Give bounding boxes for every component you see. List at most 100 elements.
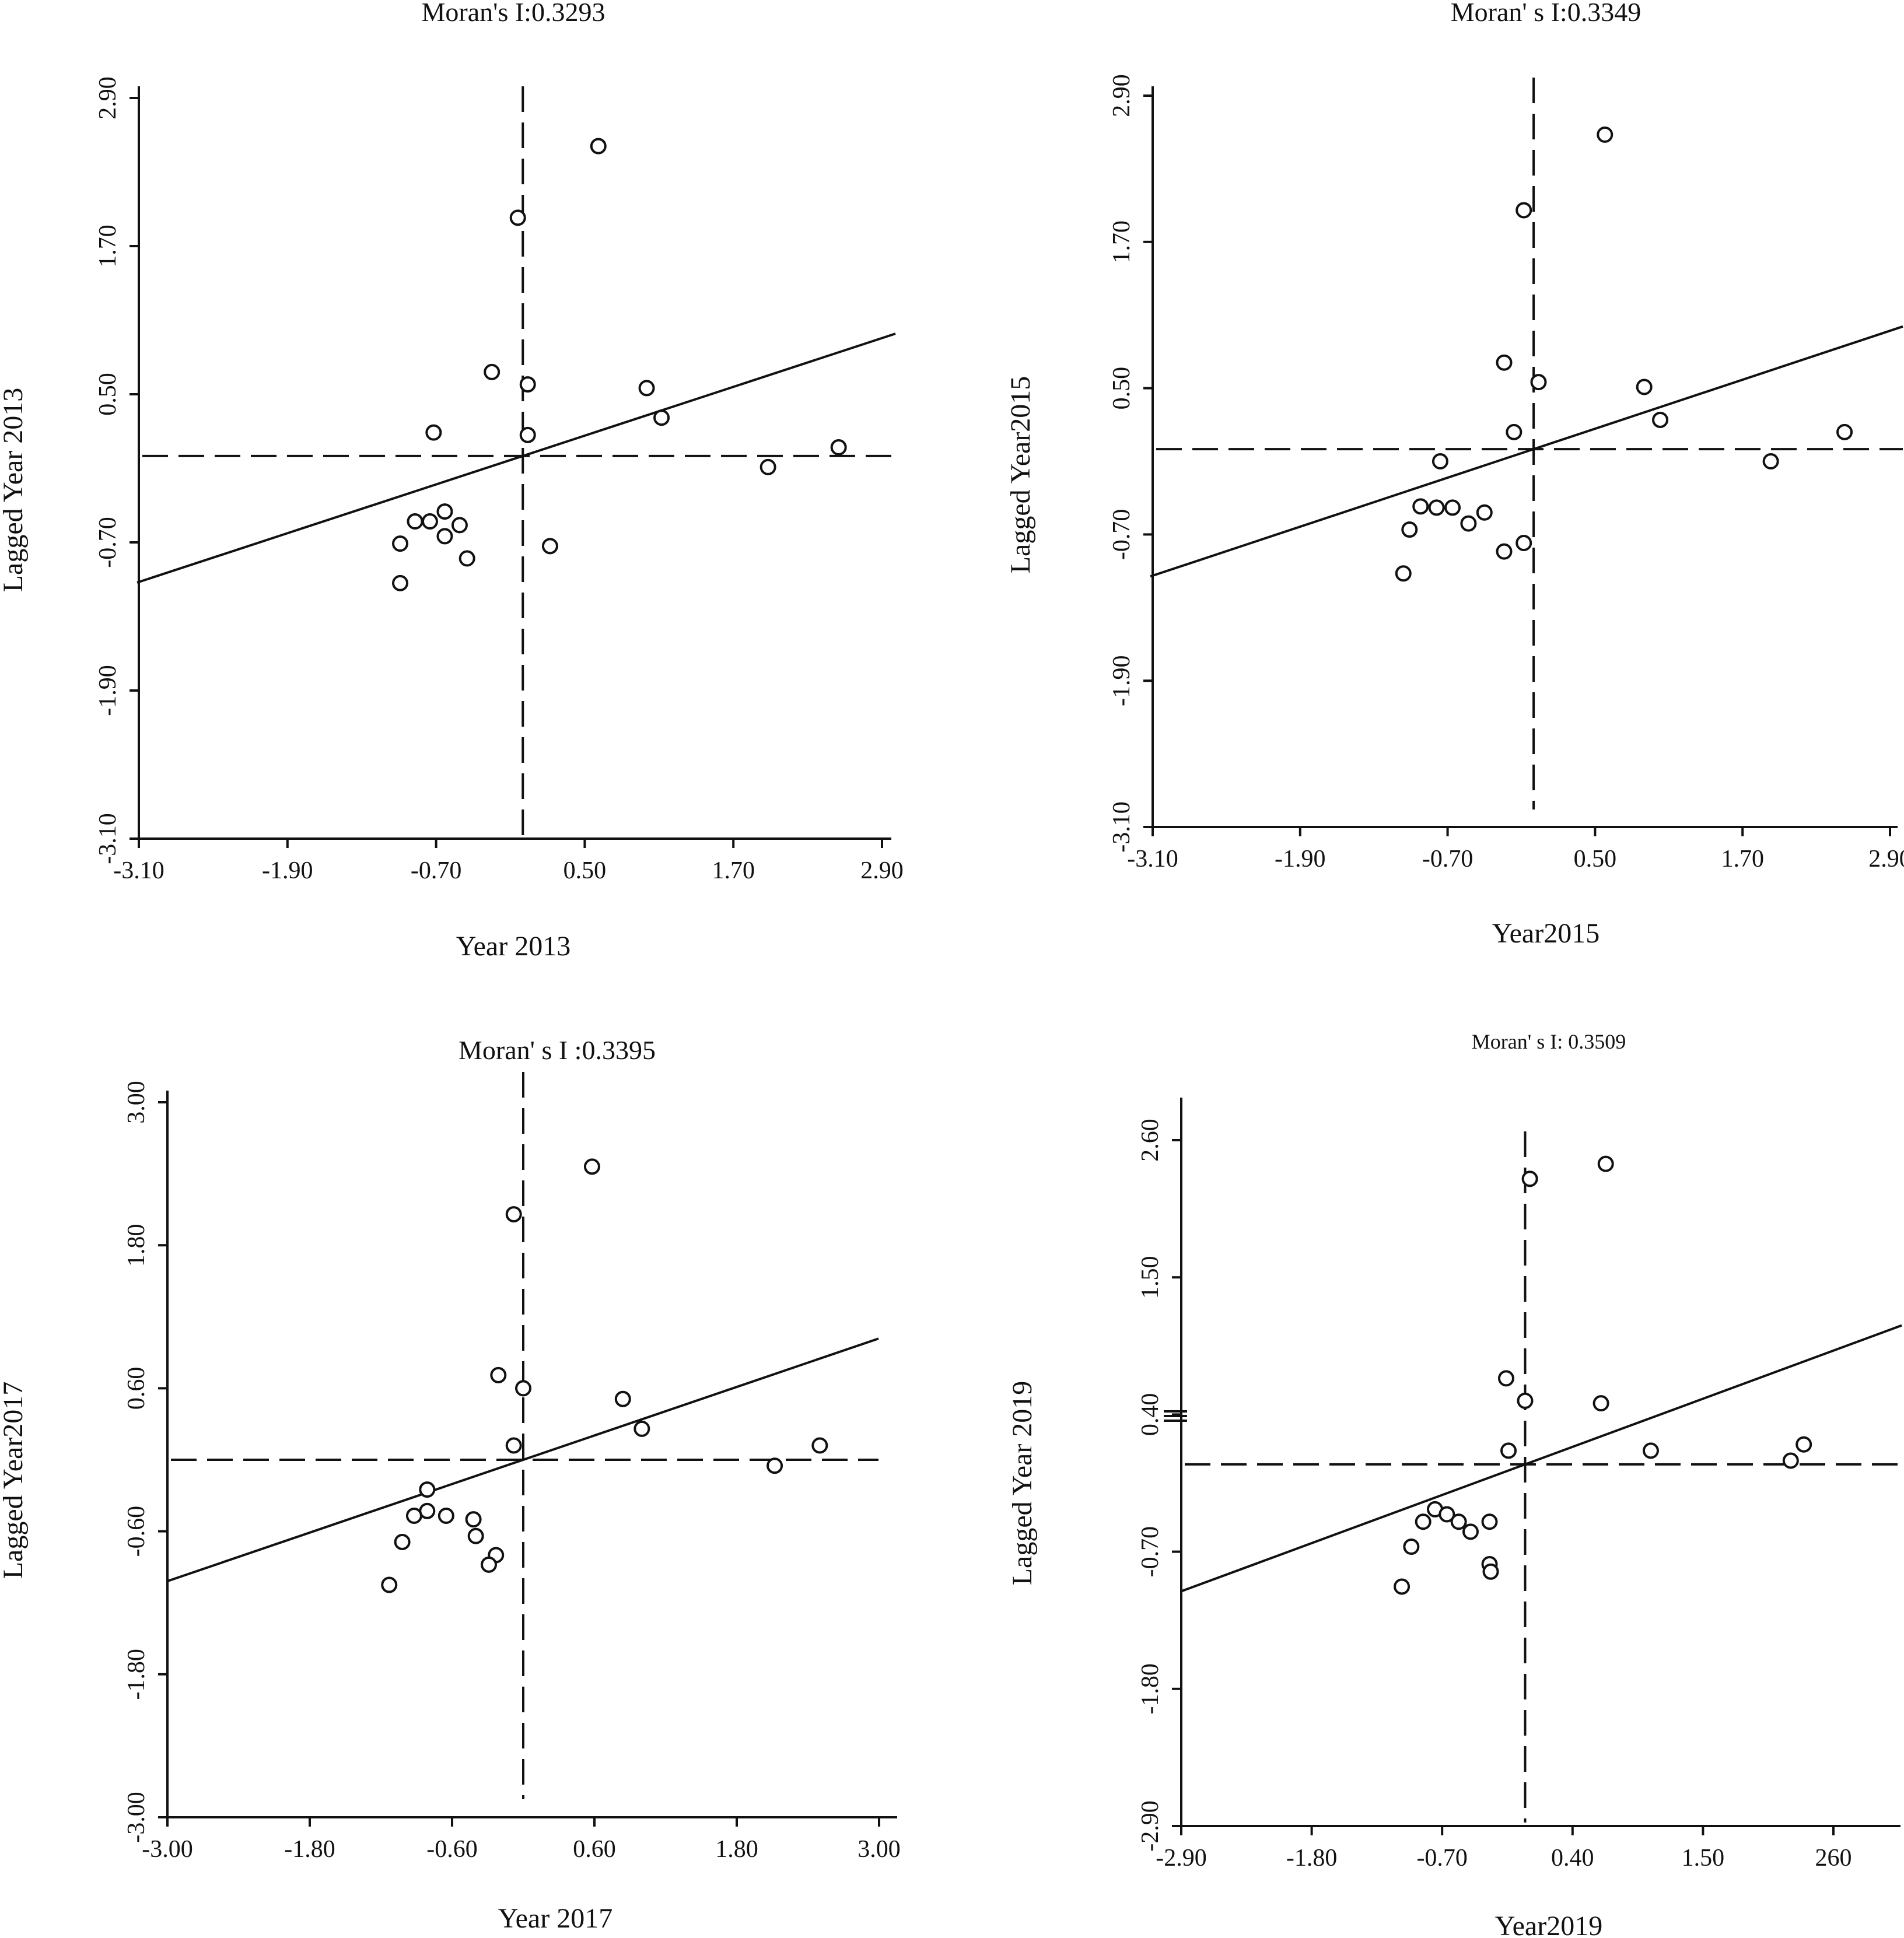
regression-line (1181, 1324, 1902, 1593)
data-point (1516, 535, 1532, 552)
x-tick-label: -3.10 (113, 857, 164, 884)
data-point (1401, 521, 1418, 538)
x-tick-label: 1.50 (1682, 1845, 1725, 1872)
data-point (438, 1508, 454, 1525)
data-point (1506, 423, 1522, 440)
x-tick-label: -2.90 (1156, 1845, 1207, 1872)
data-point (1592, 1395, 1609, 1412)
data-point (1415, 1513, 1432, 1530)
x-tick-label: 260 (1815, 1845, 1852, 1872)
data-point (1412, 498, 1429, 515)
data-point (1482, 1563, 1499, 1580)
data-point (634, 1420, 650, 1437)
data-point (1481, 1513, 1498, 1530)
x-tick-label: -0.70 (1422, 846, 1474, 872)
data-point (1395, 565, 1412, 582)
x-tick-label: -0.70 (1416, 1845, 1468, 1872)
y-tick-label: 0.60 (123, 1367, 150, 1410)
y-tick-label: -0.70 (1137, 1526, 1164, 1578)
data-point (1444, 499, 1461, 516)
data-point (590, 138, 607, 155)
x-axis-title: Year2015 (1492, 918, 1600, 949)
regression-line (1150, 325, 1903, 578)
data-point (1496, 354, 1513, 371)
data-point (1597, 1155, 1614, 1172)
data-point (436, 528, 453, 545)
data-point (1450, 1513, 1467, 1530)
x-tick-label: 2.90 (1868, 846, 1904, 872)
x-tick-label: -0.70 (411, 857, 462, 884)
x-tick-label: 1.70 (1721, 846, 1764, 872)
data-point (419, 1481, 436, 1498)
y-tick-label: -0.60 (123, 1506, 150, 1557)
data-point (392, 535, 409, 552)
y-tick-label: 0.50 (94, 373, 121, 416)
y-tick-label: -3.00 (123, 1792, 150, 1843)
y-tick-label: 2.90 (94, 76, 121, 120)
y-tick-label: -1.90 (94, 665, 121, 716)
x-tick-label: -1.90 (1275, 846, 1326, 872)
x-tick-label: -0.60 (426, 1836, 478, 1863)
data-point (421, 513, 438, 530)
data-point (505, 1206, 522, 1223)
y-tick-label: 2.60 (1137, 1119, 1164, 1162)
data-point (509, 209, 526, 226)
scatter-panel-2019: Moran' s I: 0.3509 Year2019 Lagged Year … (1007, 1030, 1902, 1938)
data-point (1517, 1392, 1534, 1409)
data-point (484, 363, 501, 380)
data-point (766, 1457, 783, 1474)
data-point (830, 439, 847, 456)
chart-title: Moran's I:0.3293 (422, 0, 606, 27)
x-tick-label: -1.80 (284, 1836, 335, 1863)
data-point (465, 1511, 482, 1528)
scatter-panel-2015: Moran' s I:0.3349 Year2015 Lagged Year20… (1005, 0, 1904, 949)
data-point (1762, 453, 1779, 469)
data-point (1496, 543, 1513, 560)
data-point (467, 1527, 484, 1544)
data-point (1438, 1506, 1455, 1523)
data-point (519, 426, 536, 443)
data-point (1521, 1170, 1538, 1187)
scatter-panel-2013: Moran's I:0.3293 Year 2013 Lagged Year 2… (0, 0, 904, 962)
y-tick-label: -2.90 (1137, 1800, 1164, 1852)
data-point (1500, 1442, 1517, 1459)
data-point (394, 1533, 411, 1550)
data-point (515, 1380, 531, 1397)
y-tick-label: 1.50 (1137, 1256, 1164, 1299)
data-point (614, 1390, 631, 1407)
x-tick-label: -1.90 (262, 857, 313, 884)
regression-line (136, 332, 896, 584)
data-point (1476, 504, 1493, 521)
y-tick-label: 0.40 (1137, 1393, 1164, 1436)
data-point (425, 424, 442, 441)
data-point (481, 1556, 498, 1573)
y-tick-label: 1.80 (123, 1224, 150, 1267)
data-point (1432, 453, 1448, 469)
x-tick-label: 0.60 (573, 1836, 616, 1863)
regression-line (167, 1337, 879, 1583)
x-tick-label: 0.40 (1551, 1845, 1594, 1872)
x-axis-title: Year 2013 (456, 931, 570, 962)
y-tick-label: -1.90 (1108, 655, 1135, 706)
data-point (1836, 423, 1853, 440)
x-tick-label: -1.80 (1286, 1845, 1338, 1872)
x-tick-label: 3.00 (858, 1836, 901, 1863)
y-tick-label: 0.50 (1108, 367, 1135, 410)
scatter-panel-2017: Moran' s I :0.3395 Year 2017 Lagged Year… (0, 1035, 901, 1934)
data-point (1642, 1442, 1659, 1459)
y-tick-label: 1.70 (1108, 220, 1135, 264)
data-point (1782, 1452, 1799, 1469)
x-tick-label: 1.70 (712, 857, 755, 884)
data-point (1403, 1539, 1420, 1555)
x-tick-label: 0.50 (1574, 846, 1617, 872)
data-point (1428, 499, 1445, 516)
data-point (490, 1366, 507, 1383)
y-tick-label: -1.80 (123, 1649, 150, 1700)
data-point (436, 503, 453, 520)
y-axis-title: Lagged Year2015 (1005, 376, 1036, 574)
y-tick-label: -3.10 (1108, 801, 1135, 853)
data-point (1636, 379, 1653, 395)
y-tick-label: 2.90 (1108, 74, 1135, 117)
